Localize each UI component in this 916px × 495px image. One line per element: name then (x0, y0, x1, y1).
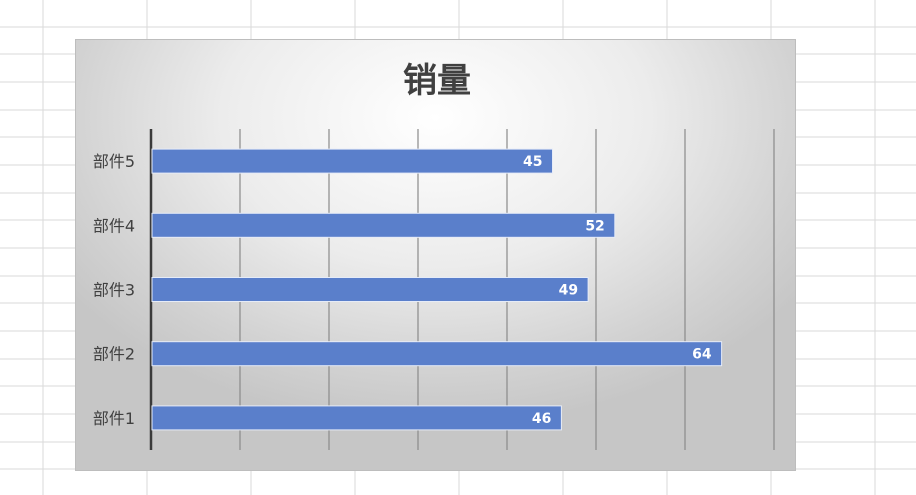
category-label: 部件5 (93, 152, 135, 171)
category-label: 部件1 (93, 409, 135, 428)
data-label: 45 (523, 154, 542, 170)
data-label: 52 (585, 218, 604, 234)
data-labels: 46 64 49 52 45 (523, 154, 712, 427)
chart-area[interactable]: 部件1 部件2 部件3 部件4 部件5 46 64 49 52 45 销量 (75, 39, 796, 471)
chart-title[interactable]: 销量 (403, 61, 471, 101)
bar-1[interactable] (151, 405, 562, 431)
category-label: 部件4 (93, 216, 135, 235)
bar-3[interactable] (151, 277, 589, 302)
bar-4[interactable] (151, 212, 616, 238)
data-label: 49 (559, 283, 578, 299)
chart-svg: 部件1 部件2 部件3 部件4 部件5 46 64 49 52 45 销量 (93, 61, 775, 450)
data-label: 46 (532, 411, 551, 427)
category-axis-labels: 部件1 部件2 部件3 部件4 部件5 (93, 152, 135, 428)
category-label: 部件3 (93, 281, 135, 300)
bars (151, 148, 723, 431)
bar-5[interactable] (151, 148, 553, 174)
bar-2[interactable] (151, 341, 723, 367)
data-label: 64 (692, 347, 712, 363)
category-label: 部件2 (93, 345, 135, 364)
